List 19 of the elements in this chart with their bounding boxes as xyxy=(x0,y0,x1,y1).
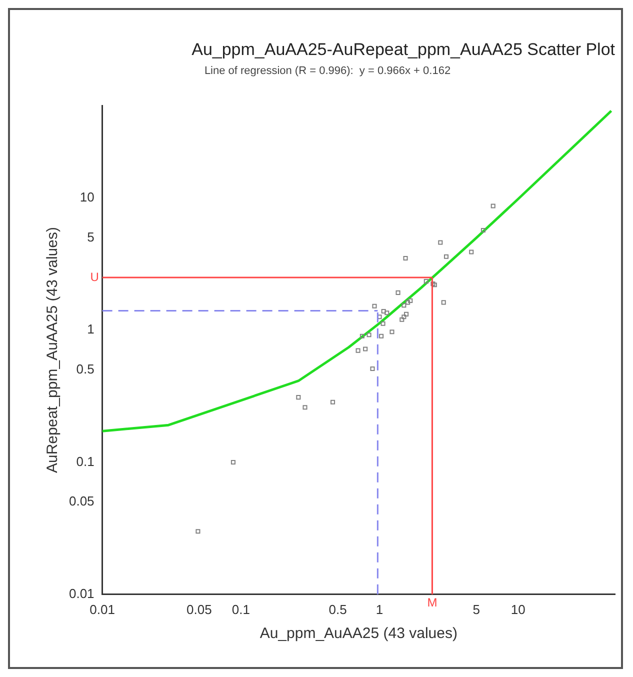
x-tick-label: 1 xyxy=(376,602,384,617)
x-axis-title: Au_ppm_AuAA25 (43 values) xyxy=(260,625,458,642)
y-tick-label: 0.1 xyxy=(76,454,94,469)
chart-subtitle: Line of regression (R = 0.996): y = 0.966x + 0.162 xyxy=(204,65,451,78)
y-tick-label: 5 xyxy=(87,229,94,244)
x-tick-label: 0.05 xyxy=(186,602,212,617)
y-axis-title: AuRepeat_ppm_AuAA25 (43 values) xyxy=(44,227,62,473)
ref-line-label: U xyxy=(90,270,99,284)
x-tick-label: 5 xyxy=(472,602,480,617)
y-tick-label: 0.01 xyxy=(68,586,94,601)
y-tick-label: 10 xyxy=(80,190,94,205)
y-tick-label: 1 xyxy=(87,322,94,337)
y-tick-label: 0.5 xyxy=(76,361,94,376)
x-tick-label: 0.1 xyxy=(232,602,250,617)
x-tick-label: 0.5 xyxy=(328,602,347,617)
x-tick-label: 10 xyxy=(510,602,526,617)
ref-line-label: M xyxy=(427,596,438,610)
y-tick-label: 0.05 xyxy=(68,494,94,509)
chart-title: Au_ppm_AuAA25-AuRepeat_ppm_AuAA25 Scatter Plot xyxy=(192,40,616,59)
